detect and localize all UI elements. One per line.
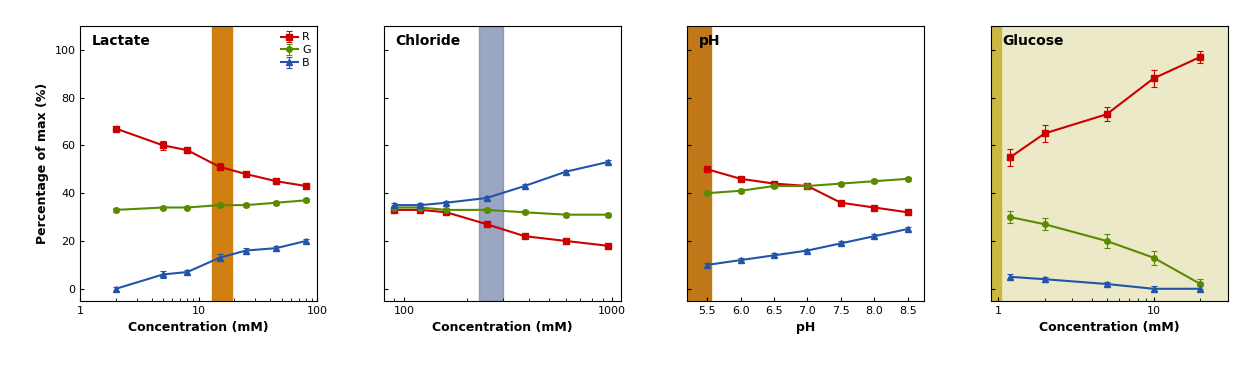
- Legend: R, G, B: R, G, B: [276, 28, 315, 72]
- Text: Glucose: Glucose: [1002, 34, 1064, 48]
- Text: pH: pH: [700, 34, 721, 48]
- Bar: [212, 26, 232, 301]
- X-axis label: Concentration (mM): Concentration (mM): [128, 321, 269, 334]
- X-axis label: Concentration (mM): Concentration (mM): [432, 321, 573, 334]
- X-axis label: Concentration (mM): Concentration (mM): [1039, 321, 1180, 334]
- X-axis label: pH: pH: [796, 321, 816, 334]
- Text: Lactate: Lactate: [93, 34, 151, 48]
- Bar: [687, 26, 711, 301]
- Bar: [479, 26, 503, 301]
- Bar: [991, 26, 1001, 301]
- Text: Chloride: Chloride: [396, 34, 460, 48]
- Y-axis label: Percentage of max (%): Percentage of max (%): [36, 83, 49, 244]
